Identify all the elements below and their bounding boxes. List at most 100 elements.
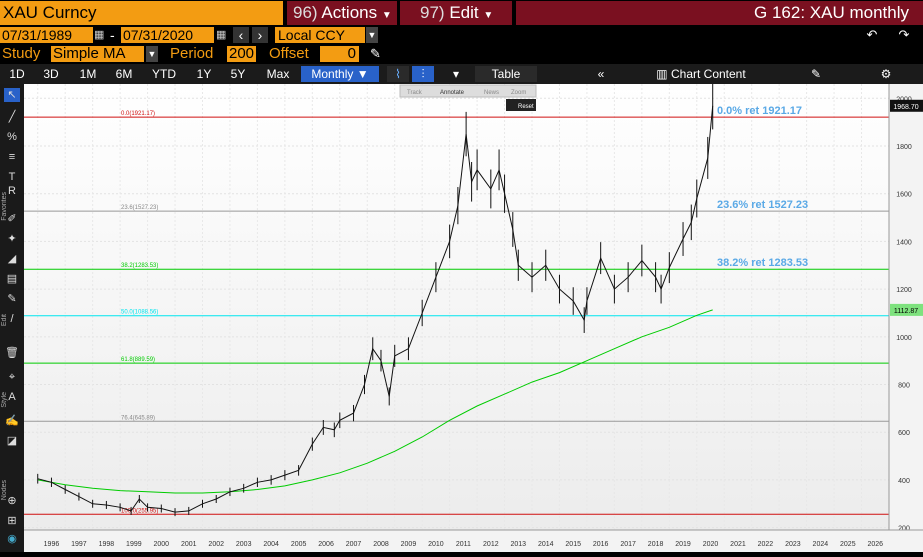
- calendar-icon[interactable]: ▦: [216, 29, 227, 41]
- y-tick-label: 1400: [896, 239, 912, 246]
- period-toolbar: 1D 3D 1M 6M YTD 1Y 5Y Max Monthly ▼ ⌇ ⫶ …: [0, 64, 923, 84]
- font-icon[interactable]: A: [8, 391, 16, 403]
- actions-label: Actions: [321, 3, 378, 22]
- plot-background: [24, 84, 889, 530]
- brush-icon[interactable]: ✐: [7, 213, 17, 225]
- percent-tool-icon[interactable]: %: [7, 131, 17, 143]
- bucket-icon[interactable]: ◪: [6, 435, 18, 447]
- x-tick-label: 2021: [730, 541, 746, 548]
- ma-price-label: 1112.87: [894, 308, 918, 315]
- text-tool-icon[interactable]: T: [8, 171, 16, 183]
- study-select[interactable]: Simple MA: [51, 46, 144, 62]
- zoom-button[interactable]: Zoom: [511, 90, 526, 96]
- pencil-icon[interactable]: ✎: [370, 46, 381, 61]
- x-tick-label: 1996: [44, 541, 60, 548]
- retracement-level-label: 50.0(1088.56): [121, 310, 158, 316]
- drawing-toolbar: ↖ ╱ % ≡ T R ✐ ✦ ◢ ▤ ✎ / 🗑 ⌖ A ✍ ◪ ⊕ ⊞ ◉ …: [0, 84, 24, 552]
- x-tick-label: 2008: [373, 541, 389, 548]
- date-separator: -: [110, 27, 115, 43]
- price-line: [37, 105, 714, 513]
- nodes-side-label: Nodes: [1, 480, 8, 501]
- x-tick-label: 2002: [208, 541, 224, 548]
- ticker-field[interactable]: XAU Curncy: [0, 1, 283, 25]
- offset-input[interactable]: 0: [320, 46, 359, 62]
- period-tab-3d[interactable]: 3D: [43, 67, 59, 81]
- color-palette-icon[interactable]: ◉: [7, 533, 17, 545]
- edit-menu[interactable]: 97) Edit ▼: [400, 1, 512, 25]
- channel-tool-icon[interactable]: R: [8, 185, 16, 197]
- style-side-label: Style: [1, 392, 8, 408]
- line-chart-icon[interactable]: ⌇: [387, 66, 409, 82]
- magic-icon[interactable]: ✦: [7, 233, 17, 245]
- shape-icon[interactable]: ◢: [7, 253, 17, 265]
- gear-icon[interactable]: ⚙: [880, 67, 892, 81]
- dropdown-arrow-icon: ▼: [381, 10, 392, 21]
- frequency-select[interactable]: Monthly ▼: [301, 66, 379, 82]
- undo-button[interactable]: ↶: [866, 27, 878, 42]
- x-tick-label: 2010: [428, 541, 444, 548]
- period-tab-1y[interactable]: 1Y: [196, 67, 212, 81]
- grid-icon[interactable]: ⊞: [7, 515, 17, 527]
- x-tick-label: 2014: [538, 541, 554, 548]
- period-tab-6m[interactable]: 6M: [115, 67, 133, 81]
- y-tick-label: 400: [898, 478, 910, 485]
- chart-content-button[interactable]: ▥ Chart Content: [641, 66, 761, 82]
- retracement-level-label: 23.6(1527.23): [121, 205, 158, 211]
- x-tick-label: 2011: [456, 541, 471, 548]
- chevron-down-icon[interactable]: ▼: [146, 46, 158, 62]
- collapse-panel-icon[interactable]: «: [597, 67, 605, 81]
- edit-chart-icon[interactable]: ✎: [810, 67, 822, 81]
- layer-icon[interactable]: ▤: [6, 273, 18, 285]
- start-date-field[interactable]: 07/31/1989: [0, 27, 93, 43]
- period-tab-5y[interactable]: 5Y: [230, 67, 246, 81]
- table-button[interactable]: Table: [475, 66, 537, 82]
- period-input[interactable]: 200: [227, 45, 256, 62]
- period-tab-1m[interactable]: 1M: [79, 67, 97, 81]
- x-tick-label: 2019: [675, 541, 691, 548]
- retracement-level-label: 38.2(1283.53): [121, 263, 158, 269]
- chevron-down-icon[interactable]: ▼: [366, 27, 378, 43]
- price-chart[interactable]: 0.0(1921.17) 0.0% ret 1921.17 23.6(1527.23…: [24, 82, 923, 552]
- y-tick-label: 1800: [896, 144, 912, 151]
- marker-icon[interactable]: ✍: [5, 415, 19, 427]
- annotate-button[interactable]: Annotate: [440, 90, 465, 96]
- actions-menu[interactable]: 96) Actions ▼: [287, 1, 397, 25]
- cursor-icon[interactable]: ↖: [4, 88, 20, 102]
- track-button[interactable]: Track: [407, 90, 423, 96]
- x-tick-label: 2025: [840, 541, 856, 548]
- offset-label: Offset: [269, 45, 309, 62]
- x-tick-label: 2000: [154, 541, 170, 548]
- x-tick-label: 2017: [620, 541, 636, 548]
- moving-average-line: [37, 309, 713, 494]
- fibonacci-tool-icon[interactable]: ≡: [8, 151, 16, 163]
- line-tool-icon[interactable]: ╱: [8, 111, 16, 123]
- period-tab-1d[interactable]: 1D: [9, 67, 25, 81]
- next-period-button[interactable]: ›: [252, 27, 268, 43]
- edit-label: Edit: [449, 3, 479, 22]
- x-tick-label: 2024: [813, 541, 829, 548]
- actions-code: 96): [293, 3, 318, 22]
- bar-chart-icon[interactable]: ⫶: [412, 66, 434, 82]
- chart-area[interactable]: 0.0(1921.17) 0.0% ret 1921.17 23.6(1527.23…: [24, 82, 923, 552]
- pin-icon[interactable]: ⌖: [8, 371, 16, 383]
- redo-button[interactable]: ↷: [898, 27, 910, 42]
- period-tab-ytd[interactable]: YTD: [152, 67, 176, 81]
- period-tab-max[interactable]: Max: [266, 67, 290, 81]
- trash-icon[interactable]: 🗑: [5, 347, 19, 359]
- study-label: Study: [2, 45, 41, 62]
- y-tick-label: 1000: [896, 335, 912, 342]
- chart-type-dropdown[interactable]: ▾: [452, 67, 460, 81]
- calendar-icon[interactable]: ▦: [94, 29, 105, 41]
- prev-period-button[interactable]: ‹: [233, 27, 249, 43]
- x-tick-label: 2005: [291, 541, 307, 548]
- chart-content-icon: ▥: [656, 67, 668, 81]
- news-button[interactable]: News: [484, 90, 499, 96]
- reset-button[interactable]: Reset: [518, 104, 534, 110]
- line-style-icon[interactable]: /: [10, 313, 14, 325]
- currency-select[interactable]: Local CCY: [275, 27, 365, 43]
- pen-icon[interactable]: ✎: [7, 293, 17, 305]
- end-date-field[interactable]: 07/31/2020: [121, 27, 214, 43]
- last-price-label: 1968.70: [893, 104, 918, 111]
- retracement-level-label: 76.4(645.89): [121, 415, 155, 421]
- node-icon[interactable]: ⊕: [7, 495, 17, 507]
